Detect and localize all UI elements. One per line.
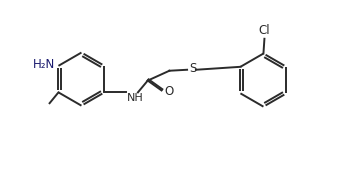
Text: NH: NH — [127, 93, 144, 103]
Text: H₂N: H₂N — [33, 58, 55, 71]
Text: Cl: Cl — [259, 24, 270, 37]
Text: S: S — [189, 62, 196, 75]
Text: O: O — [165, 85, 174, 98]
